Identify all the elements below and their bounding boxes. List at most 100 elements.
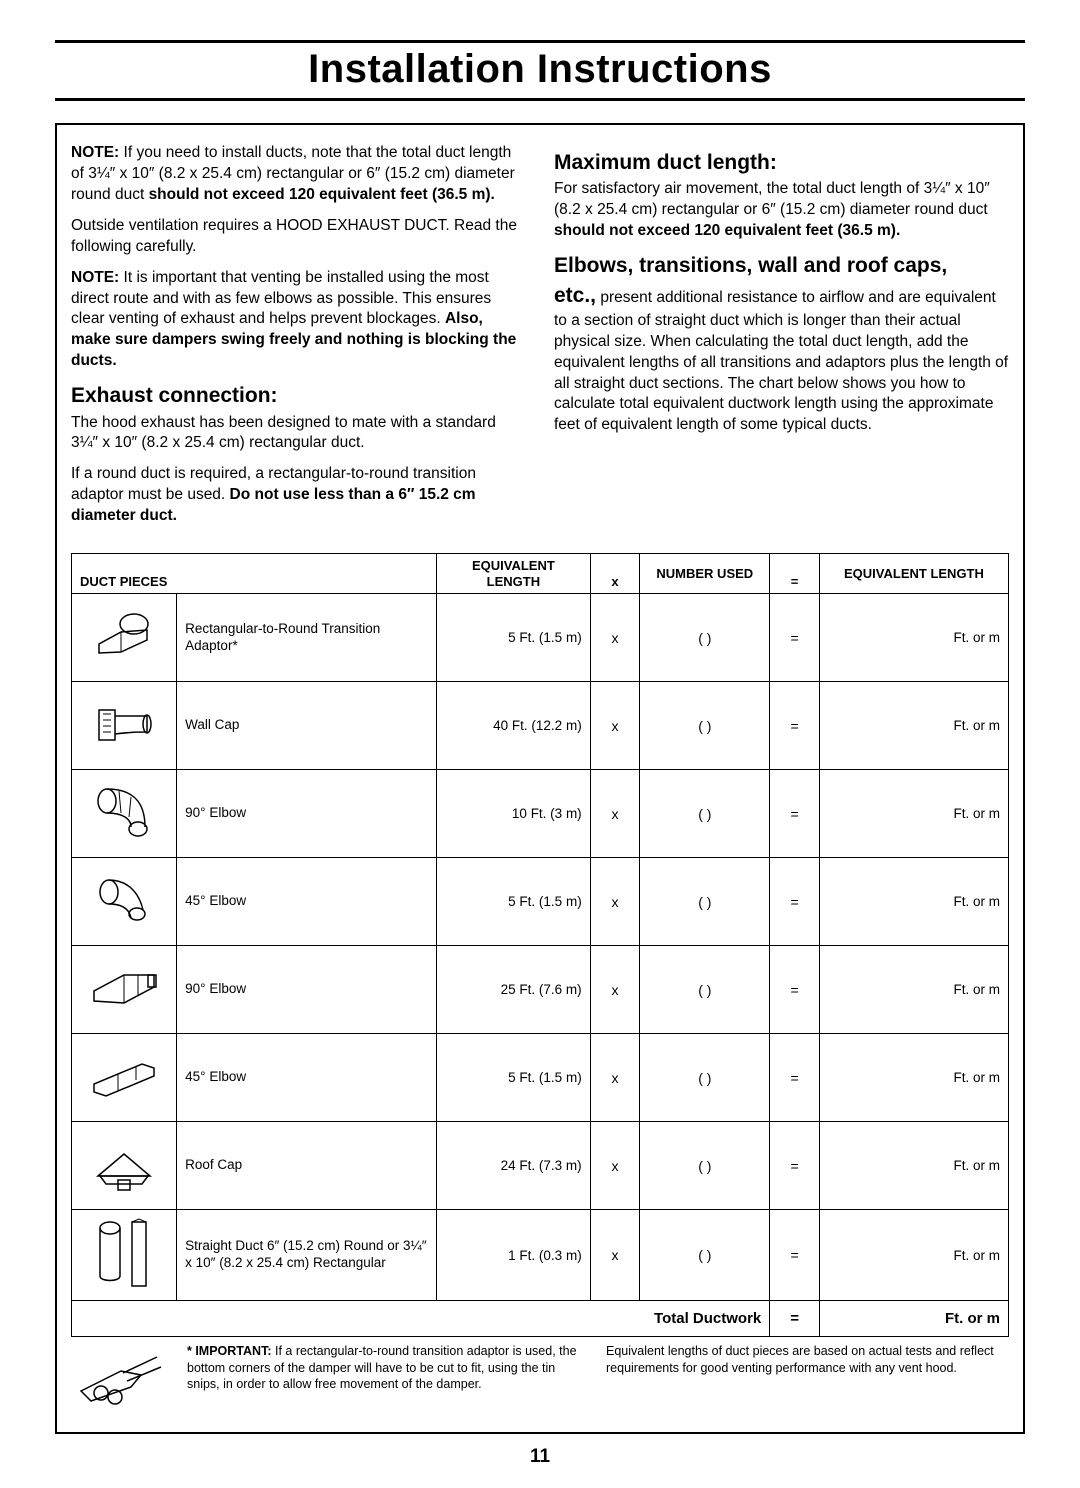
table-row: Roof Cap24 Ft. (7.3 m)x( )=Ft. or m [72,1122,1009,1210]
title-bar: Installation Instructions [55,40,1025,101]
etc-label: etc., [554,284,596,307]
equals-symbol: = [770,1034,820,1122]
th-number-used: NUMBER USED [640,554,770,594]
note-label: NOTE: [71,144,119,161]
th-eq: = [770,554,820,594]
multiply-symbol: x [590,594,640,682]
number-used-blank: ( ) [640,858,770,946]
number-used-blank: ( ) [640,1210,770,1301]
table-row: Rectangular-to-Round Transition Adaptor*… [72,594,1009,682]
multiply-symbol: x [590,770,640,858]
duct-piece-icon [72,1122,177,1210]
note-label: NOTE: [71,269,119,286]
equivalent-length: 5 Ft. (1.5 m) [437,858,591,946]
duct-piece-name: Wall Cap [177,682,437,770]
equals-symbol: = [770,946,820,1034]
total-row: Total Ductwork = Ft. or m [72,1301,1009,1337]
duct-piece-icon [72,770,177,858]
total-eq: = [770,1301,820,1337]
duct-piece-icon [72,858,177,946]
exhaust-p1: The hood exhaust has been designed to ma… [71,413,526,455]
right-column: Maximum duct length: For satisfactory ai… [554,143,1009,537]
duct-piece-icon [72,594,177,682]
duct-piece-icon [72,682,177,770]
max-duct-heading: Maximum duct length: [554,149,1009,177]
result-unit: Ft. or m [819,682,1008,770]
note-1: NOTE: If you need to install ducts, note… [71,143,526,206]
result-unit: Ft. or m [819,858,1008,946]
two-column-text: NOTE: If you need to install ducts, note… [71,143,1009,537]
footnotes: * IMPORTANT: If a rectangular-to-round t… [71,1343,1009,1417]
equivalent-length: 24 Ft. (7.3 m) [437,1122,591,1210]
exhaust-heading: Exhaust connection: [71,382,526,410]
result-unit: Ft. or m [819,946,1008,1034]
page-title: Installation Instructions [55,47,1025,92]
total-label: Total Ductwork [72,1301,770,1337]
equals-symbol: = [770,1122,820,1210]
important-footnote: * IMPORTANT: If a rectangular-to-round t… [187,1343,590,1392]
th-eq-length-2: EQUIVALENT LENGTH [819,554,1008,594]
duct-piece-name: Rectangular-to-Round Transition Adaptor* [177,594,437,682]
table-row: 90° Elbow10 Ft. (3 m)x( )=Ft. or m [72,770,1009,858]
equivalent-length: 5 Ft. (1.5 m) [437,594,591,682]
duct-piece-name: 45° Elbow [177,858,437,946]
number-used-blank: ( ) [640,1122,770,1210]
number-used-blank: ( ) [640,1034,770,1122]
table-header-row: DUCT PIECES EQUIVALENT LENGTH x NUMBER U… [72,554,1009,594]
duct-piece-name: 90° Elbow [177,770,437,858]
duct-equivalence-table: DUCT PIECES EQUIVALENT LENGTH x NUMBER U… [71,553,1009,1337]
duct-piece-icon [72,1034,177,1122]
equals-symbol: = [770,858,820,946]
multiply-symbol: x [590,1210,640,1301]
duct-piece-name: Straight Duct 6″ (15.2 cm) Round or 3¼″ … [177,1210,437,1301]
equivalent-length: 10 Ft. (3 m) [437,770,591,858]
outside-vent-text: Outside ventilation requires a HOOD EXHA… [71,216,526,258]
multiply-symbol: x [590,858,640,946]
duct-piece-icon [72,1210,177,1301]
page-number: 11 [55,1446,1025,1468]
result-unit: Ft. or m [819,1122,1008,1210]
equals-symbol: = [770,682,820,770]
left-column: NOTE: If you need to install ducts, note… [71,143,526,537]
result-unit: Ft. or m [819,1210,1008,1301]
content-frame: NOTE: If you need to install ducts, note… [55,123,1025,1434]
number-used-blank: ( ) [640,946,770,1034]
multiply-symbol: x [590,1122,640,1210]
table-row: 90° Elbow25 Ft. (7.6 m)x( )=Ft. or m [72,946,1009,1034]
table-row: 45° Elbow5 Ft. (1.5 m)x( )=Ft. or m [72,1034,1009,1122]
elbows-text: etc., present additional resistance to a… [554,282,1009,436]
total-unit: Ft. or m [819,1301,1008,1337]
tin-snips-icon [71,1343,171,1417]
result-unit: Ft. or m [819,1034,1008,1122]
th-eq-length: EQUIVALENT LENGTH [437,554,591,594]
number-used-blank: ( ) [640,682,770,770]
multiply-symbol: x [590,682,640,770]
result-unit: Ft. or m [819,770,1008,858]
multiply-symbol: x [590,1034,640,1122]
table-row: Wall Cap40 Ft. (12.2 m)x( )=Ft. or m [72,682,1009,770]
th-duct-pieces: DUCT PIECES [72,554,437,594]
page-container: Installation Instructions NOTE: If you n… [0,0,1080,1488]
result-unit: Ft. or m [819,594,1008,682]
note-2: NOTE: It is important that venting be in… [71,268,526,373]
number-used-blank: ( ) [640,770,770,858]
duct-piece-name: 90° Elbow [177,946,437,1034]
equals-symbol: = [770,770,820,858]
multiply-symbol: x [590,946,640,1034]
duct-piece-name: Roof Cap [177,1122,437,1210]
equals-symbol: = [770,1210,820,1301]
elbows-heading: Elbows, transitions, wall and roof caps, [554,252,1009,280]
equals-symbol: = [770,594,820,682]
equivalent-length: 1 Ft. (0.3 m) [437,1210,591,1301]
th-x: x [590,554,640,594]
table-row: Straight Duct 6″ (15.2 cm) Round or 3¼″ … [72,1210,1009,1301]
number-used-blank: ( ) [640,594,770,682]
duct-piece-icon [72,946,177,1034]
equivalent-length: 40 Ft. (12.2 m) [437,682,591,770]
exhaust-p2: If a round duct is required, a rectangul… [71,464,526,527]
equivalent-length: 5 Ft. (1.5 m) [437,1034,591,1122]
equivalent-length: 25 Ft. (7.6 m) [437,946,591,1034]
equivalent-length-footnote: Equivalent lengths of duct pieces are ba… [606,1343,1009,1376]
duct-piece-name: 45° Elbow [177,1034,437,1122]
max-duct-text: For satisfactory air movement, the total… [554,179,1009,242]
